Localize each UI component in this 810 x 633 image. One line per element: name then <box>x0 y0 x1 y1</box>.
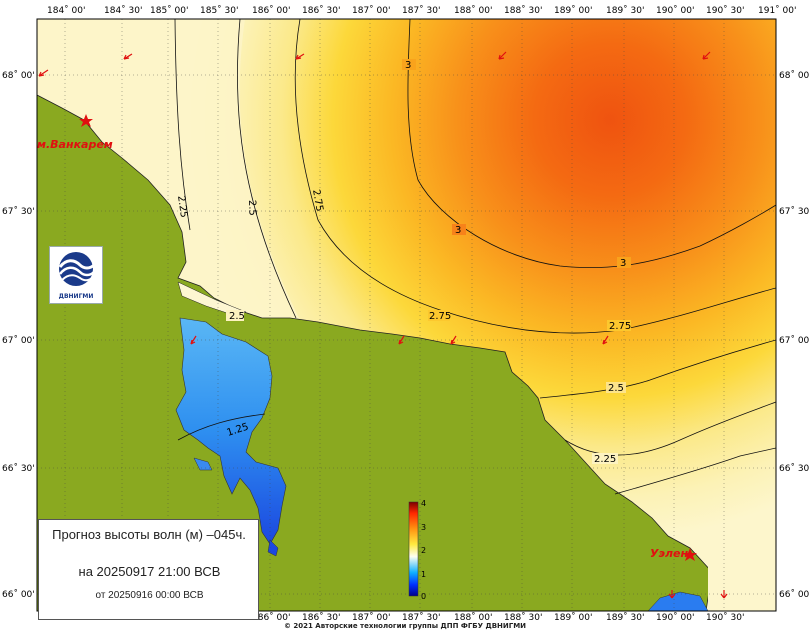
colorbar-tick: 4 <box>421 499 426 508</box>
lon-label: 186˚ 00' <box>252 612 290 623</box>
contour-label: 3 <box>620 258 626 269</box>
logo-text: ДВНИГМИ <box>58 293 94 300</box>
lon-label: 184˚ 00' <box>47 5 85 16</box>
contour-label: 2.75 <box>429 311 451 322</box>
lon-label: 190˚ 00' <box>656 5 694 16</box>
lat-label: 66˚ 00' <box>779 589 810 600</box>
contour-labels: 3 3 3 2.75 2.75 2.75 2.5 2.5 2.5 2.25 2.… <box>175 59 631 465</box>
contour-label: 2.25 <box>594 454 616 465</box>
lat-label: 66˚ 00' <box>2 589 35 600</box>
colorbar-tick: 0 <box>421 592 426 601</box>
lon-label: 187˚ 30' <box>402 5 440 16</box>
latitude-labels-left: 68˚ 00' 67˚ 30' 67˚ 00' 66˚ 30' 66˚ 00' <box>2 70 35 600</box>
lon-label: 185˚ 30' <box>200 5 238 16</box>
lon-label: 190˚ 30' <box>706 5 744 16</box>
lat-label: 67˚ 00' <box>779 335 810 346</box>
contour-label: 2.5 <box>229 311 245 322</box>
colorbar-tick: 3 <box>421 523 426 532</box>
lat-label: 68˚ 00' <box>779 70 810 81</box>
lon-label: 191˚ 00' <box>758 5 796 16</box>
sea-east-corner <box>708 556 776 611</box>
lon-label: 188˚ 30' <box>504 612 542 623</box>
lon-label: 189˚ 30' <box>606 5 644 16</box>
lon-label: 187˚ 30' <box>402 612 440 623</box>
forecast-issued-time: от 20250916 00:00 ВСВ <box>95 590 204 601</box>
contour-label: 2.25 <box>175 195 189 219</box>
lon-label: 185˚ 00' <box>150 5 188 16</box>
contour-label: 2.75 <box>310 189 325 213</box>
lat-label: 66˚ 30' <box>2 463 35 474</box>
lon-label: 186˚ 30' <box>302 612 340 623</box>
place-vankarem: м.Ванкарем <box>37 138 113 151</box>
colorbar-tick: 2 <box>421 546 426 555</box>
forecast-info-box: Прогноз высоты волн (м) –045ч. на 202509… <box>38 519 259 620</box>
lon-label: 188˚ 00' <box>454 612 492 623</box>
longitude-labels-top: 184˚ 00' 184˚ 30' 185˚ 00' 185˚ 30' 186˚… <box>47 5 796 16</box>
lat-label: 67˚ 30' <box>779 206 810 217</box>
forecast-valid-time: на 20250917 21:00 ВСВ <box>78 564 221 579</box>
bay-uelen <box>647 591 709 611</box>
lon-label: 186˚ 30' <box>302 5 340 16</box>
contour-label: 2.5 <box>608 383 624 394</box>
lon-label: 188˚ 00' <box>454 5 492 16</box>
lon-label: 189˚ 00' <box>554 612 592 623</box>
contour-label: 2.75 <box>609 321 631 332</box>
colorbar-tick: 1 <box>421 570 426 579</box>
place-uelen: Уэлен <box>650 547 689 560</box>
graticule <box>37 19 776 611</box>
latitude-labels-right: 68˚ 00' 67˚ 30' 67˚ 00' 66˚ 30' 66˚ 00' <box>779 70 810 600</box>
colorbar-gradient <box>408 501 419 597</box>
lagoon-islet <box>193 457 213 471</box>
colorbar: 4 3 2 1 0 <box>408 499 426 601</box>
wave-logo-icon <box>54 250 98 290</box>
forecast-title: Прогноз высоты волн (м) –045ч. <box>52 527 246 542</box>
lat-label: 67˚ 30' <box>2 206 35 217</box>
contour-label: 3 <box>455 225 461 236</box>
contour-lines <box>174 19 776 495</box>
vankarem-marker-icon <box>79 114 93 127</box>
dvnigmi-logo: ДВНИГМИ <box>49 246 103 304</box>
uelen-marker-icon <box>683 548 697 561</box>
lon-label: 190˚ 00' <box>656 612 694 623</box>
lon-label: 189˚ 00' <box>554 5 592 16</box>
lat-label: 66˚ 30' <box>779 463 810 474</box>
lagoon-tip <box>267 539 279 557</box>
wind-arrows <box>38 51 728 599</box>
land-mass <box>37 94 713 611</box>
lon-label: 187˚ 00' <box>352 5 390 16</box>
lon-label: 184˚ 30' <box>104 5 142 16</box>
lon-label: 186˚ 00' <box>252 5 290 16</box>
lon-label: 188˚ 30' <box>504 5 542 16</box>
map-frame <box>36 18 777 612</box>
contour-label: 3 <box>405 60 411 71</box>
copyright-footer: © 2021 Авторские технологии группы ДПП Ф… <box>283 622 527 630</box>
lat-label: 68˚ 00' <box>2 70 35 81</box>
lon-label: 190˚ 30' <box>706 612 744 623</box>
lat-label: 67˚ 00' <box>2 335 35 346</box>
lon-label: 187˚ 00' <box>352 612 390 623</box>
lon-label: 189˚ 30' <box>606 612 644 623</box>
contour-label: 2.5 <box>246 200 258 216</box>
